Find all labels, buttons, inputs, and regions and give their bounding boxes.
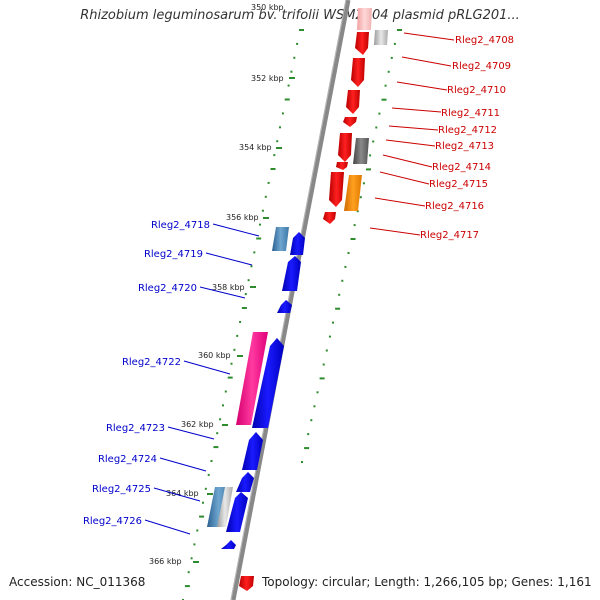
gene-rleg2-4712 bbox=[343, 117, 357, 127]
tick-356: 356 kbp bbox=[226, 213, 259, 222]
gene-small-red bbox=[336, 162, 348, 170]
tick-labels: 350 kbp 352 kbp 354 kbp 356 kbp 358 kbp … bbox=[149, 3, 284, 566]
tick-358: 358 kbp bbox=[212, 283, 245, 292]
tick-364: 364 kbp bbox=[166, 489, 199, 498]
label-rleg2-4724: Rleg2_4724 bbox=[98, 454, 157, 465]
label-rleg2-4722: Rleg2_4722 bbox=[122, 357, 181, 368]
label-rleg2-4711: Rleg2_4711 bbox=[441, 108, 500, 119]
gene-gray bbox=[353, 138, 369, 164]
label-rleg2-4709: Rleg2_4709 bbox=[452, 61, 511, 72]
gene-light-gray bbox=[374, 30, 388, 45]
label-rleg2-4714: Rleg2_4714 bbox=[432, 162, 491, 173]
tick-366: 366 kbp bbox=[149, 557, 182, 566]
label-rleg2-4723: Rleg2_4723 bbox=[106, 423, 165, 434]
accession-text: Accession: NC_011368 bbox=[9, 575, 146, 589]
tick-352: 352 kbp bbox=[251, 74, 284, 83]
forward-genes bbox=[239, 8, 388, 591]
gene-rleg2-4711 bbox=[346, 90, 360, 114]
topology-text: Topology: circular; Length: 1,266,105 bp… bbox=[262, 575, 592, 589]
label-rleg2-4726: Rleg2_4726 bbox=[83, 516, 142, 527]
label-rleg2-4717: Rleg2_4717 bbox=[420, 230, 479, 241]
gene-rleg2-4722-pink bbox=[236, 332, 268, 425]
gene-rleg2-4709 bbox=[355, 32, 369, 55]
gene-rleg2-4725-light bbox=[217, 487, 233, 527]
gene-rleg2-4723 bbox=[242, 432, 263, 470]
gene-rleg2-4717 bbox=[323, 212, 336, 224]
gene-rleg2-4724 bbox=[236, 472, 254, 492]
gene-light-pink bbox=[357, 8, 372, 30]
gene-legend-red bbox=[239, 576, 254, 591]
label-rleg2-4719: Rleg2_4719 bbox=[144, 249, 203, 260]
label-rleg2-4710: Rleg2_4710 bbox=[447, 85, 506, 96]
label-rleg2-4713: Rleg2_4713 bbox=[435, 141, 494, 152]
gene-rleg2-4726 bbox=[221, 540, 236, 549]
map-title: Rhizobium leguminosarum bv. trifolii WSM… bbox=[80, 8, 520, 23]
gene-rleg2-4720 bbox=[277, 300, 292, 313]
gene-rleg2-4715 bbox=[329, 172, 344, 207]
tick-354: 354 kbp bbox=[239, 143, 272, 152]
gene-rleg2-4718-steel bbox=[272, 227, 289, 251]
tick-362: 362 kbp bbox=[181, 420, 214, 429]
gene-rleg2-4725 bbox=[226, 492, 248, 532]
reverse-genes bbox=[207, 227, 305, 549]
reverse-labels: Rleg2_4718 Rleg2_4719 Rleg2_4720 Rleg2_4… bbox=[83, 220, 210, 527]
gene-rleg2-4722 bbox=[252, 338, 284, 428]
label-rleg2-4712: Rleg2_4712 bbox=[438, 125, 497, 136]
tick-dots bbox=[182, 29, 402, 600]
backbone bbox=[230, 0, 351, 600]
gene-rleg2-4710 bbox=[351, 58, 365, 87]
label-rleg2-4715: Rleg2_4715 bbox=[429, 179, 488, 190]
label-rleg2-4720: Rleg2_4720 bbox=[138, 283, 197, 294]
label-rleg2-4725: Rleg2_4725 bbox=[92, 484, 151, 495]
gene-rleg2-4718 bbox=[290, 232, 305, 255]
tick-350: 350 kbp bbox=[251, 3, 284, 12]
gene-orange bbox=[344, 175, 362, 211]
gene-rleg2-4719 bbox=[282, 256, 301, 291]
label-rleg2-4708: Rleg2_4708 bbox=[455, 35, 514, 46]
label-rleg2-4716: Rleg2_4716 bbox=[425, 201, 484, 212]
tick-360: 360 kbp bbox=[198, 351, 231, 360]
label-rleg2-4718: Rleg2_4718 bbox=[151, 220, 210, 231]
forward-labels: Rleg2_4708 Rleg2_4709 Rleg2_4710 Rleg2_4… bbox=[420, 35, 514, 241]
gene-rleg2-4713 bbox=[338, 133, 352, 162]
